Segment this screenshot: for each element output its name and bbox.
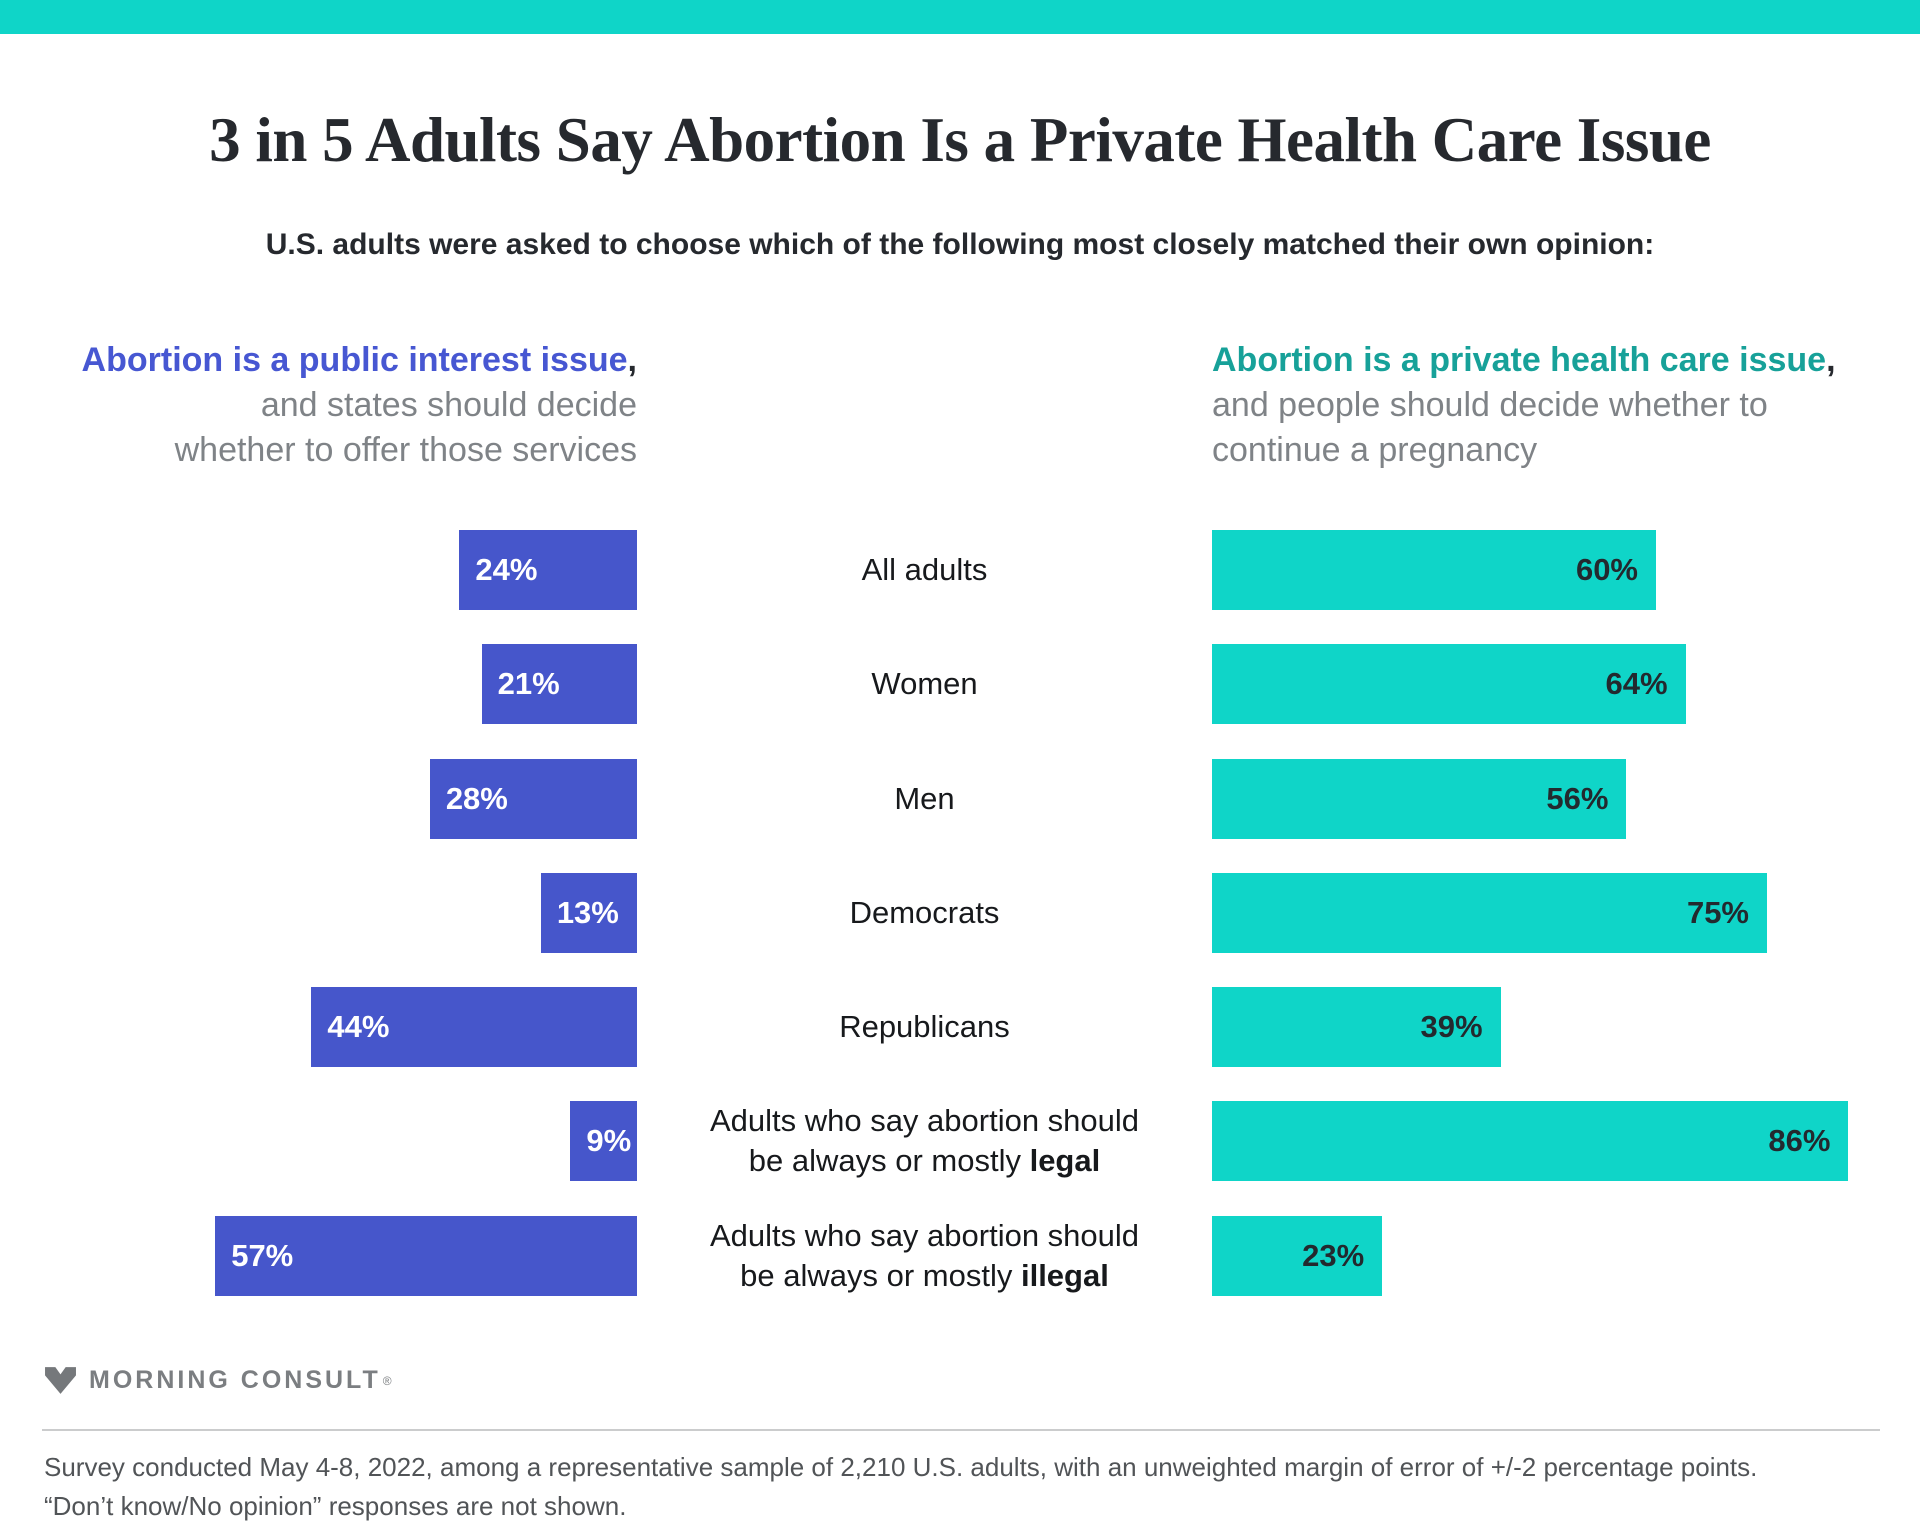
legend-public-interest-highlight: Abortion is a public interest issue — [81, 341, 628, 379]
page-subtitle: U.S. adults were asked to choose which o… — [265, 228, 1655, 261]
bar-value-label: 86% — [1768, 1123, 1831, 1158]
bar-private-health: 56% — [1212, 759, 1627, 839]
bar-value-label: 64% — [1605, 666, 1668, 701]
survey-footnote-line-1: Survey conducted May 4-8, 2022, among a … — [44, 1452, 1758, 1482]
bar-value-label: 60% — [1575, 552, 1638, 587]
bar-public-interest: 57% — [215, 1216, 637, 1296]
category-line-1: Republicans — [839, 1009, 1010, 1044]
left-bar-zone: 24% — [0, 530, 637, 610]
chart-row: 24% All adults 60% — [0, 530, 1920, 610]
legend-public-interest-line3: whether to offer those services — [174, 431, 637, 469]
morning-consult-logo-icon — [45, 1367, 76, 1394]
category-label: Republicans — [637, 987, 1212, 1067]
category-line-2: be always or mostly legal — [749, 1141, 1100, 1181]
survey-footnote: Survey conducted May 4-8, 2022, among a … — [44, 1448, 1884, 1526]
category-label: Democrats — [637, 873, 1212, 953]
bar-value-label: 21% — [497, 666, 560, 701]
legend-private-health-highlight: Abortion is a private health care issue — [1212, 341, 1827, 379]
bar-public-interest: 21% — [481, 644, 637, 724]
right-bar-zone: 56% — [1212, 759, 1872, 839]
legend-public-interest-comma: , — [627, 341, 637, 379]
bar-public-interest: 24% — [459, 530, 637, 610]
category-label: Adults who say abortion should be always… — [637, 1216, 1212, 1296]
left-bar-zone: 44% — [0, 987, 637, 1067]
left-bar-zone: 21% — [0, 644, 637, 724]
category-line-2-bold: illegal — [1020, 1258, 1109, 1293]
legend-private-health: Abortion is a private health care issue,… — [1212, 338, 1872, 473]
left-bar-zone: 13% — [0, 873, 637, 953]
left-bar-zone: 9% — [0, 1101, 637, 1181]
bar-private-health: 86% — [1212, 1101, 1849, 1181]
bar-public-interest: 9% — [570, 1101, 637, 1181]
category-label: All adults — [637, 530, 1212, 610]
left-bar-zone: 57% — [0, 1216, 637, 1296]
category-line-2-text: be always or mostly — [740, 1258, 1021, 1293]
category-line-1: Democrats — [849, 895, 1000, 930]
bar-value-label: 24% — [475, 552, 538, 587]
bar-public-interest: 44% — [311, 987, 637, 1067]
bar-value-label: 13% — [556, 895, 619, 930]
right-bar-zone: 39% — [1212, 987, 1872, 1067]
legend-private-health-comma: , — [1826, 341, 1836, 379]
category-line-2-bold: legal — [1029, 1143, 1101, 1178]
category-line-1: Adults who say abortion should — [709, 1103, 1140, 1138]
right-bar-zone: 60% — [1212, 530, 1872, 610]
category-label: Adults who say abortion should be always… — [637, 1101, 1212, 1181]
chart-row: 13% Democrats 75% — [0, 873, 1920, 953]
bar-value-label: 56% — [1546, 781, 1609, 816]
category-line-1: All adults — [861, 552, 988, 587]
category-line-1: Women — [871, 666, 978, 701]
right-bar-zone: 23% — [1212, 1216, 1872, 1296]
left-bar-zone: 28% — [0, 759, 637, 839]
chart-row: 28% Men 56% — [0, 759, 1920, 839]
legend-public-interest: Abortion is a public interest issue, and… — [0, 338, 637, 473]
category-line-2-text: be always or mostly — [748, 1143, 1030, 1178]
category-label: Women — [637, 644, 1212, 724]
chart-row: 57% Adults who say abortion should be al… — [0, 1216, 1920, 1296]
bar-value-label: 23% — [1302, 1238, 1365, 1273]
registered-trademark-symbol: ® — [382, 1373, 392, 1388]
page-title: 3 in 5 Adults Say Abortion Is a Private … — [209, 105, 1711, 175]
bar-private-health: 23% — [1212, 1216, 1383, 1296]
right-bar-zone: 86% — [1212, 1101, 1872, 1181]
footer-divider — [42, 1429, 1880, 1431]
category-label: Men — [637, 759, 1212, 839]
right-bar-zone: 75% — [1212, 873, 1872, 953]
bar-public-interest: 28% — [429, 759, 637, 839]
legend-public-interest-line2: and states should decide — [260, 386, 637, 424]
bar-value-label: 9% — [586, 1123, 632, 1158]
bar-value-label: 28% — [445, 781, 508, 816]
bar-value-label: 44% — [327, 1009, 390, 1044]
category-line-2: be always or mostly illegal — [740, 1256, 1109, 1296]
chart-row: 9% Adults who say abortion should be alw… — [0, 1101, 1920, 1181]
legend-private-health-line3: continue a pregnancy — [1212, 431, 1538, 469]
category-line-1: Men — [894, 781, 955, 816]
legend-private-health-line2: and people should decide whether to — [1212, 386, 1768, 424]
bar-value-label: 75% — [1686, 895, 1749, 930]
top-accent-bar — [0, 0, 1920, 34]
bar-value-label: 57% — [231, 1238, 294, 1273]
bar-private-health: 64% — [1212, 644, 1686, 724]
bar-private-health: 75% — [1212, 873, 1767, 953]
chart-row: 44% Republicans 39% — [0, 987, 1920, 1067]
bar-value-label: 39% — [1420, 1009, 1483, 1044]
right-bar-zone: 64% — [1212, 644, 1872, 724]
chart-row: 21% Women 64% — [0, 644, 1920, 724]
survey-footnote-line-2: “Don’t know/No opinion” responses are no… — [44, 1491, 627, 1521]
category-line-1: Adults who say abortion should — [709, 1218, 1140, 1253]
bar-public-interest: 13% — [540, 873, 637, 953]
bar-private-health: 60% — [1212, 530, 1656, 610]
morning-consult-logo: MORNING CONSULT ® — [44, 1364, 392, 1397]
morning-consult-logo-text: MORNING CONSULT — [89, 1366, 381, 1394]
bar-private-health: 39% — [1212, 987, 1501, 1067]
